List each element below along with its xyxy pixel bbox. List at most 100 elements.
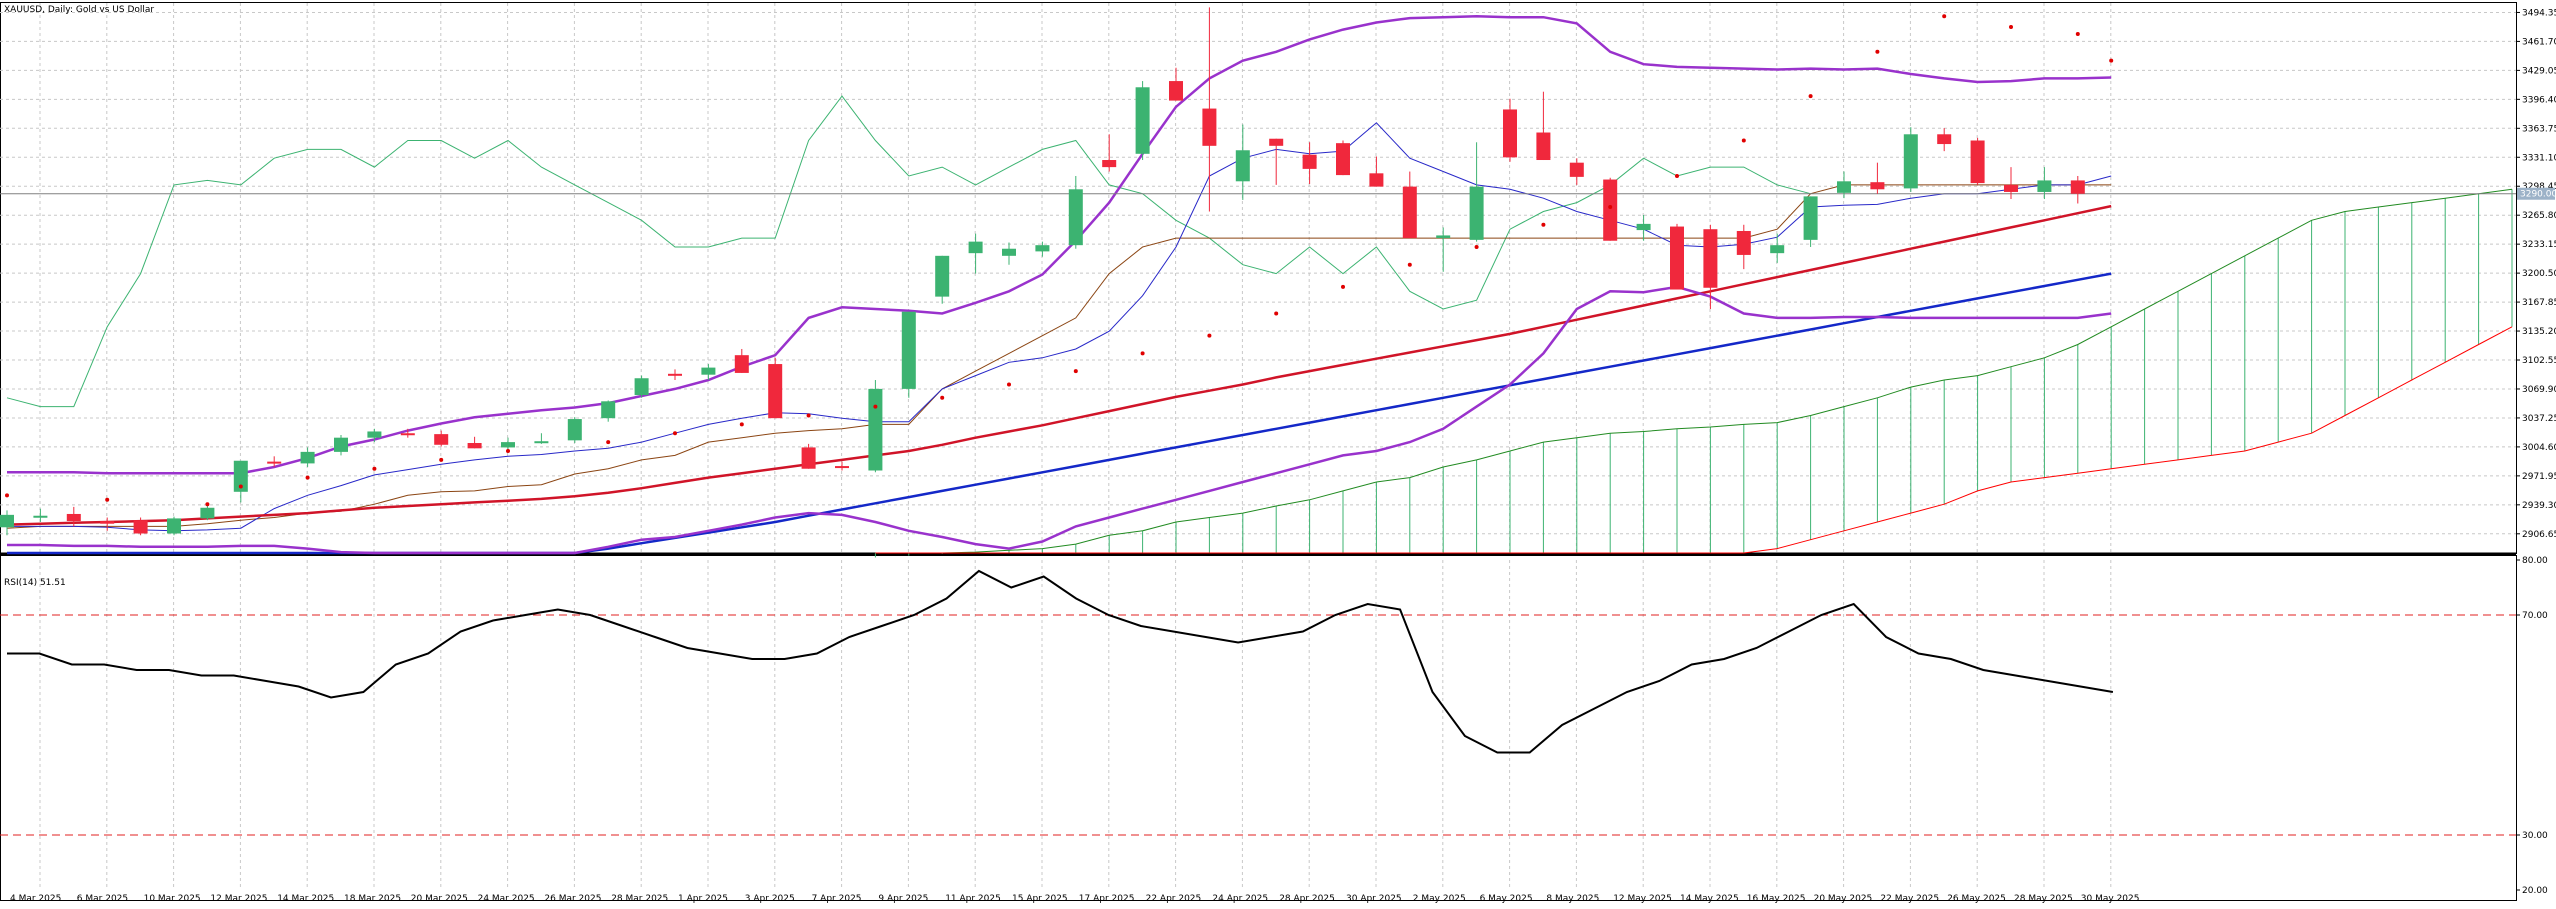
- candle-body: [634, 378, 649, 396]
- candle-body: [1903, 134, 1918, 189]
- candle: [1169, 67, 1183, 101]
- candle: [1837, 171, 1851, 199]
- candle: [1603, 177, 1618, 241]
- x-tick-label: 2 May 2025: [1413, 894, 1466, 904]
- candle-body: [367, 431, 382, 438]
- x-tick-label: 3 Apr 2025: [745, 894, 795, 904]
- indicator-lines: [0, 15, 2516, 555]
- sar-dot: [1274, 311, 1279, 316]
- candle: [1636, 215, 1651, 241]
- candle: [734, 348, 749, 373]
- sar-dot: [806, 413, 811, 418]
- candle: [768, 357, 783, 419]
- sar-dot: [1474, 244, 1479, 249]
- y-tick-label: 3429.05: [2522, 66, 2556, 76]
- candle-body: [1135, 87, 1150, 154]
- candle-body: [1002, 248, 1016, 256]
- sar-dot: [2075, 32, 2080, 37]
- candle-body: [66, 513, 81, 522]
- candle: [1903, 127, 1918, 192]
- candle-body: [1202, 108, 1217, 146]
- candle-body: [1970, 140, 1985, 184]
- candle: [1503, 98, 1517, 162]
- candle: [1703, 224, 1718, 310]
- moving-average-0: [6, 204, 2112, 526]
- candle-body: [1169, 81, 1183, 101]
- x-tick-label: 10 Mar 2025: [144, 894, 201, 904]
- sar-dot: [305, 475, 310, 480]
- y-tick-label: 3102.55: [2522, 356, 2556, 366]
- candle: [1770, 233, 1785, 263]
- candle: [601, 400, 616, 422]
- sar-dot: [2009, 24, 2013, 29]
- candle-body: [501, 442, 515, 448]
- kijun-sen: [6, 184, 2112, 529]
- x-tick-label: 26 Mar 2025: [544, 894, 601, 904]
- candle-body: [1837, 181, 1851, 193]
- sar-dot: [873, 404, 878, 409]
- x-tick-label: 11 Apr 2025: [945, 894, 1001, 904]
- rsi-tick-label: 30.00: [2522, 831, 2548, 841]
- candle-body: [1369, 173, 1384, 187]
- tenkan-sen: [7, 122, 2112, 532]
- candle-body: [601, 401, 616, 419]
- candle: [534, 433, 549, 444]
- candle: [1102, 134, 1117, 172]
- x-tick-label: 14 Mar 2025: [277, 894, 334, 904]
- candle: [367, 428, 382, 443]
- y-tick-label: 3494.35: [2522, 8, 2556, 18]
- x-tick-label: 14 May 2025: [1680, 894, 1739, 904]
- candle: [167, 516, 181, 536]
- sar-dot: [606, 440, 611, 445]
- candle-body: [1503, 109, 1517, 158]
- sar-dot: [1341, 284, 1345, 289]
- candle-body: [167, 518, 181, 534]
- candle-body: [701, 367, 716, 375]
- candle-body: [434, 434, 449, 445]
- x-tick-label: 12 May 2025: [1613, 894, 1672, 904]
- sar-dot: [1007, 382, 1011, 387]
- y-tick-label: 3037.25: [2522, 414, 2556, 424]
- candle-body: [1402, 186, 1417, 239]
- candle-body: [968, 241, 983, 254]
- bollinger-upper: [7, 15, 2112, 475]
- candle: [2037, 167, 2052, 200]
- candle-body: [100, 521, 115, 524]
- candle: [1402, 171, 1417, 239]
- candle-body: [1235, 150, 1250, 182]
- candle: [935, 255, 950, 304]
- candle: [1536, 91, 1551, 161]
- x-tick-label: 30 May 2025: [2081, 894, 2140, 904]
- x-tick-label: 12 Mar 2025: [210, 894, 267, 904]
- x-tick-label: 4 Mar 2025: [10, 894, 61, 904]
- candle: [1235, 124, 1250, 200]
- sar-dot: [739, 422, 744, 427]
- senkou-span-b: [875, 326, 2513, 554]
- candle-body: [1736, 230, 1751, 255]
- candle: [1202, 7, 1217, 212]
- candle: [33, 508, 48, 522]
- candle-body: [133, 520, 148, 534]
- candle-body: [33, 515, 48, 518]
- candle: [334, 435, 348, 456]
- candle-body: [1068, 189, 1083, 246]
- candle: [434, 430, 449, 447]
- candle: [1970, 137, 1985, 185]
- y-tick-label: 3331.10: [2522, 153, 2556, 163]
- y-tick-label: 3200.50: [2522, 269, 2556, 279]
- x-tick-label: 22 Apr 2025: [1146, 894, 1202, 904]
- candle: [1002, 242, 1016, 265]
- candle-body: [1937, 134, 1952, 145]
- parabolic-sar: [5, 14, 2114, 507]
- candle-body: [233, 460, 248, 492]
- x-tick-label: 28 Mar 2025: [611, 894, 668, 904]
- candle: [868, 380, 883, 473]
- candle-body: [1703, 229, 1718, 288]
- sar-dot: [1675, 173, 1679, 178]
- sar-dot: [105, 497, 110, 502]
- candle: [66, 506, 81, 527]
- rsi-panel: [7, 569, 2114, 754]
- candle: [467, 436, 482, 449]
- candle-body: [1603, 179, 1618, 241]
- candle-body: [1469, 186, 1484, 240]
